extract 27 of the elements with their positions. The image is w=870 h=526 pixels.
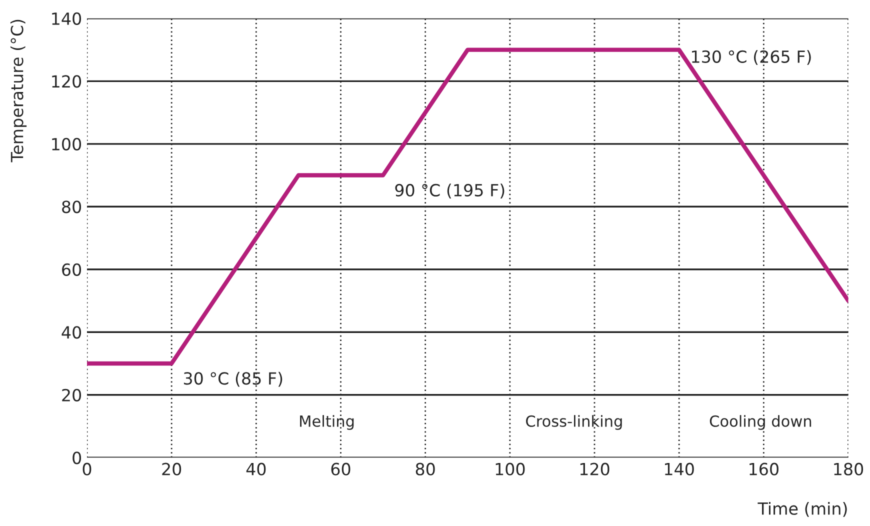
annotation: Cross-linking	[526, 415, 622, 430]
y-tick-label: 0	[72, 452, 82, 464]
y-tick-label: 140	[52, 12, 82, 25]
x-tick-label: 60	[331, 462, 350, 476]
annotation: 90 °C (195 F)	[395, 184, 504, 198]
x-tick-label: 140	[665, 462, 694, 476]
annotation: 130 °C (265 F)	[692, 50, 811, 65]
x-tick-label: 40	[246, 462, 266, 476]
line-series	[87, 48, 848, 366]
y-tick-label: 60	[62, 263, 82, 276]
y-tick-label: 40	[62, 326, 82, 339]
x-tick-label: 0	[82, 462, 92, 476]
annotation: Cooling down	[710, 415, 812, 430]
y-axis-title: Temperature (°C)	[10, 20, 27, 162]
x-tick-label: 160	[750, 462, 778, 476]
y-tick-label: 100	[52, 138, 82, 150]
x-tick-label: 120	[580, 462, 610, 476]
y-tick-label: 120	[52, 75, 82, 88]
x-tick-label: 80	[416, 462, 435, 476]
x-tick-label: 20	[162, 462, 182, 476]
x-tick-label: 180	[834, 462, 864, 476]
y-tick-label: 20	[62, 388, 82, 402]
y-tick-label: 80	[62, 200, 82, 214]
annotation: Melting	[300, 415, 354, 430]
x-tick-label: 100	[496, 462, 525, 476]
x-axis-title: Time (min)	[758, 502, 847, 517]
annotation: 30 °C (85 F)	[184, 372, 282, 387]
